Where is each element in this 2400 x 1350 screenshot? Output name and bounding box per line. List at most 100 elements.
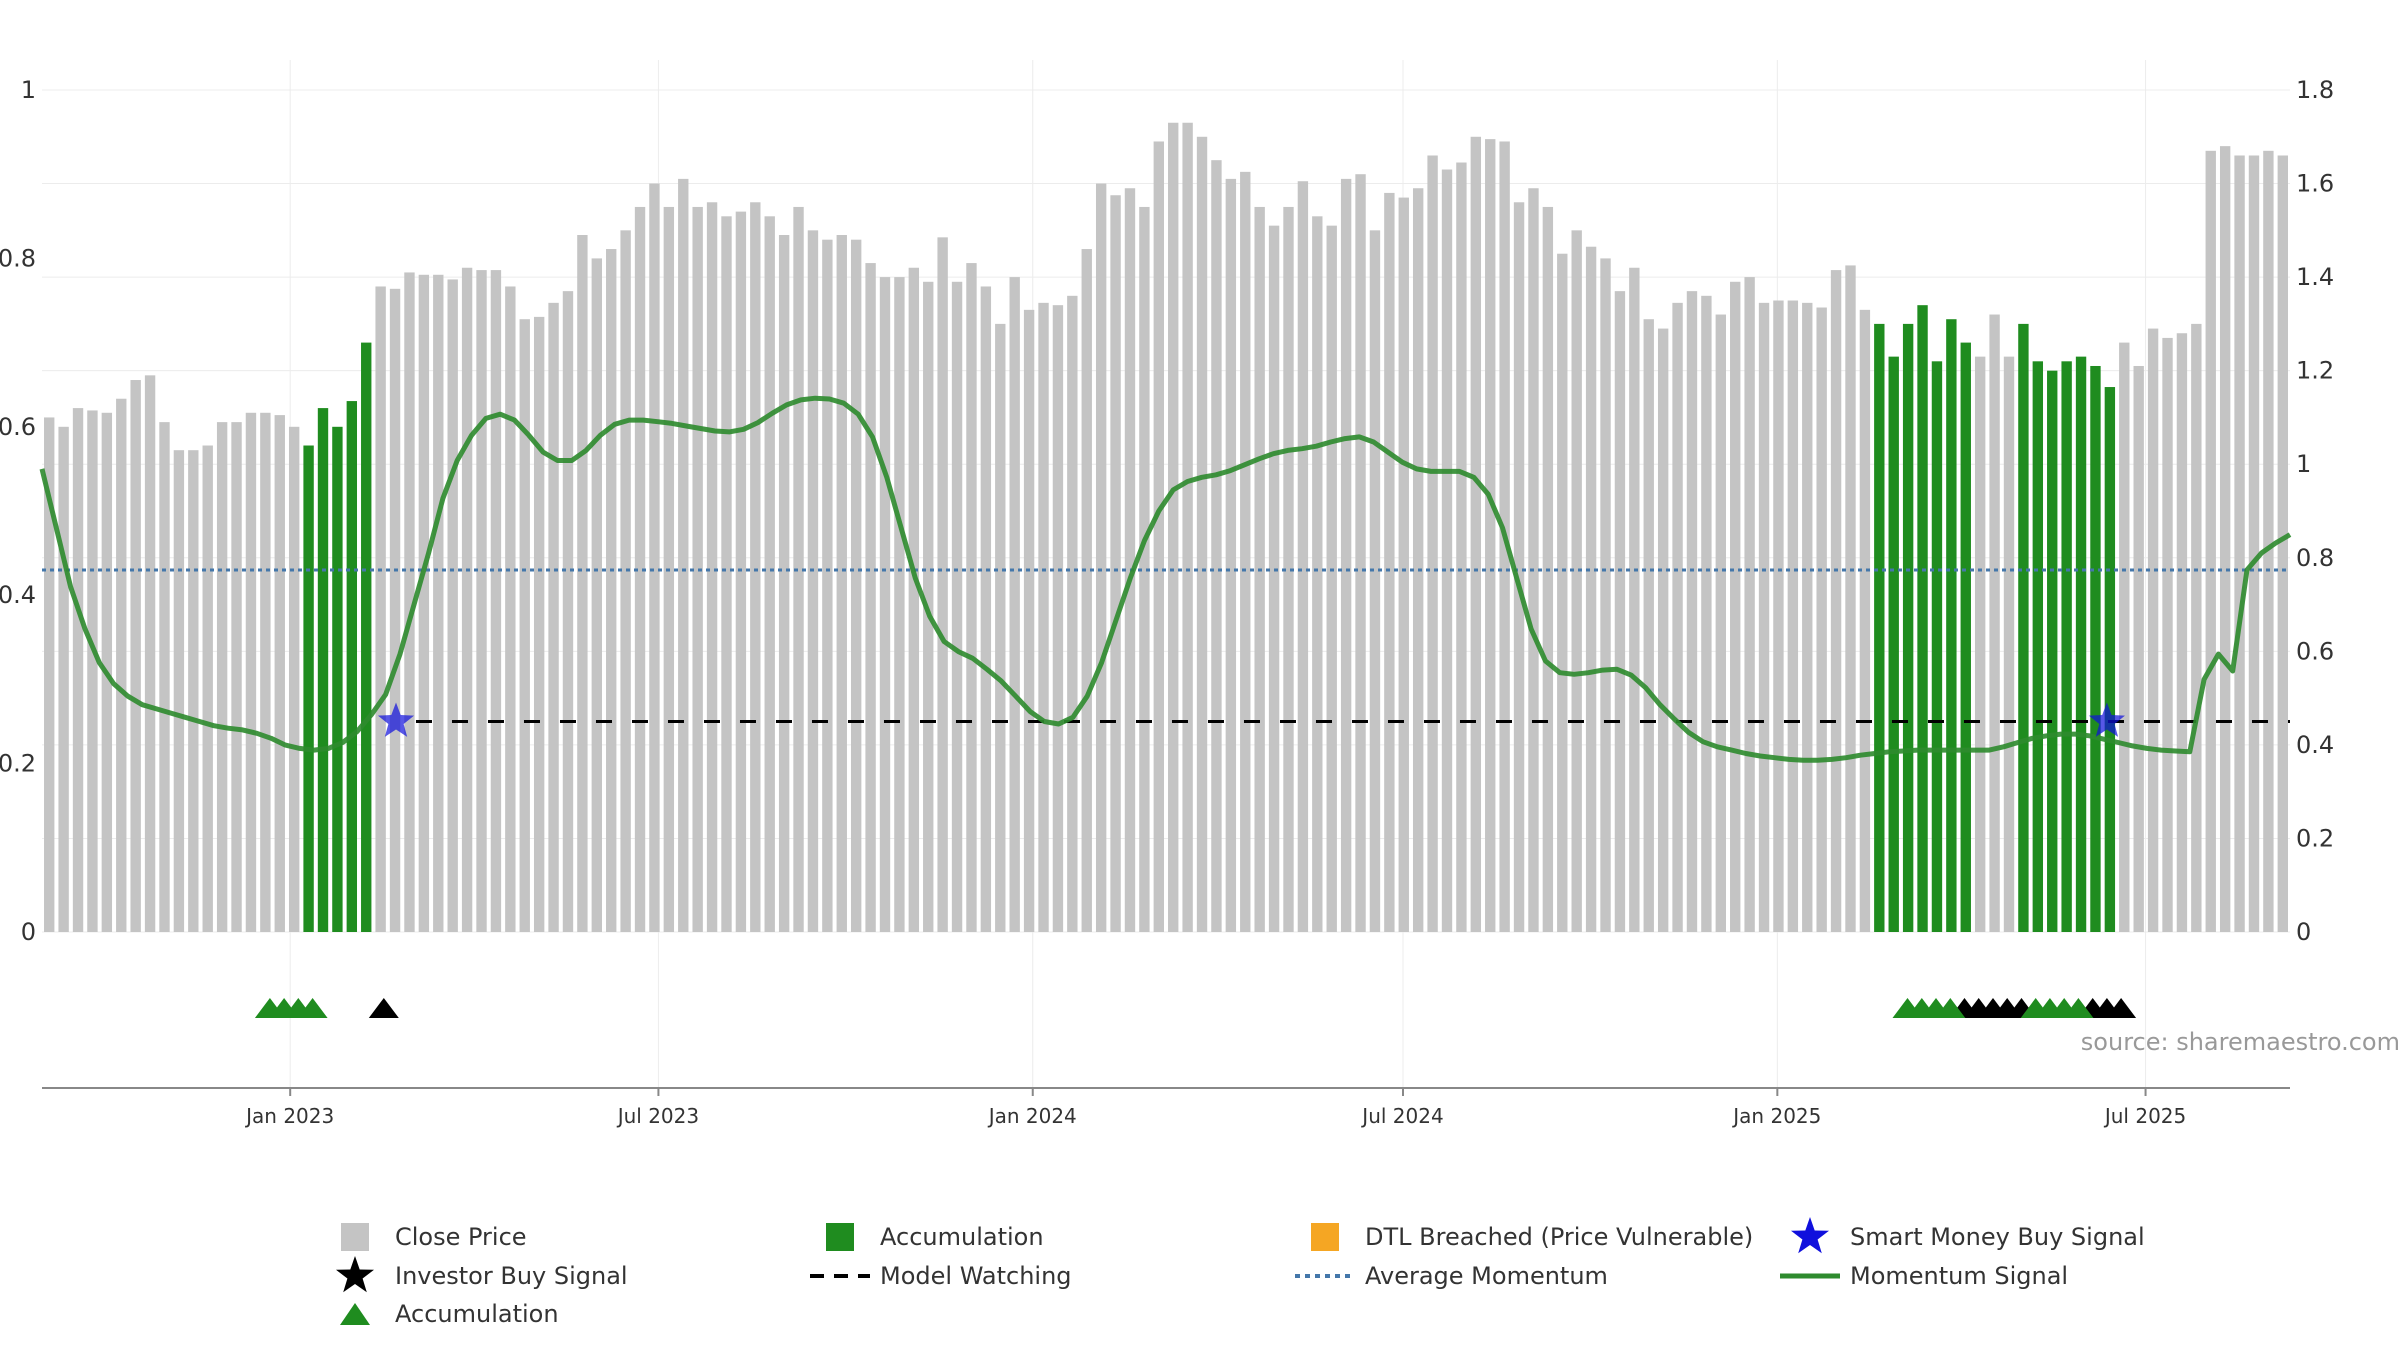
close-price-bar [649,183,660,932]
close-price-bar [476,270,487,933]
legend-accumulation-bar-swatch [826,1223,854,1251]
investor-buy-triangle [368,998,399,1018]
close-price-bar [245,412,257,932]
close-price-bar [375,286,386,933]
right-axis-tick-label: 0.2 [2296,824,2334,852]
close-price-bar [404,272,415,932]
close-price-bar [1110,195,1121,932]
close-price-bar [836,235,847,932]
close-price-bar [1686,291,1698,932]
momentum-signal-line [39,395,2292,763]
right-axis-tick-label: 0 [2296,918,2311,946]
close-price-bar [1095,183,1107,932]
legend-dtl-breached-swatch [1311,1223,1339,1251]
close-price-bar [389,288,401,932]
close-price-bar [750,202,761,932]
close-price-bar [2219,146,2231,932]
close-price-bar [2277,155,2288,933]
accumulation-bar [2018,323,2029,932]
accumulation-bar [361,342,372,933]
accumulation-bar [332,426,343,932]
close-price-bar [1038,302,1049,933]
close-price-bar [274,415,285,932]
legend-dtl-breached-label: DTL Breached (Price Vulnerable) [1365,1223,1753,1251]
x-axis-tick-label: Jul 2024 [1360,1104,1443,1128]
close-price-bar [591,258,602,932]
close-price-bar [1023,309,1035,932]
legend-average-momentum-label: Average Momentum [1365,1262,1608,1290]
accumulation-bar [1888,356,1899,932]
left-axis-tick-label: 0.8 [0,244,36,272]
left-axis-tick-label: 0.2 [0,750,36,778]
close-price-bar [1528,188,1539,933]
close-price-bar [1124,188,1136,933]
close-price-bar [72,408,84,933]
close-price-bar [1196,136,1208,932]
close-price-bar [577,235,588,932]
right-axis-tick-label: 0.8 [2296,544,2334,572]
smart-money-buy-star [2088,702,2125,737]
close-price-bar [418,274,430,932]
close-price-bar [202,445,213,932]
accumulation-bar [2075,356,2087,932]
close-price-bar [2119,342,2130,933]
x-axis-tick-label: Jul 2025 [2103,1104,2186,1128]
close-price-bar [533,316,545,932]
accumulation-bar [1902,323,1914,932]
close-price-bar [807,230,819,932]
close-price-bar [606,249,617,933]
close-price-bar [1268,225,1280,932]
right-axis-tick-label: 1.8 [2296,76,2334,104]
accumulation-bar [1946,319,1957,933]
left-axis-tick-label: 0.4 [0,581,36,609]
close-price-bar [908,267,920,932]
close-price-bar [433,274,444,932]
right-axis-tick-label: 0.6 [2296,637,2334,665]
right-axis-tick-label: 1.6 [2296,170,2334,198]
legend-close-price-label: Close Price [395,1223,527,1251]
close-price-bar [2162,337,2173,932]
close-price-bar [1485,139,1496,932]
close-price-bar [1312,216,1323,933]
close-price-bar [937,237,948,933]
close-price-bar [995,323,1006,932]
close-price-bar [721,216,732,933]
source-label: source: sharemaestro.com [2081,1028,2400,1056]
close-price-bar [260,412,271,932]
legend-model-watching-label: Model Watching [880,1262,1072,1290]
close-price-bar [1859,309,1871,932]
close-price-bar [706,202,718,932]
close-price-bar [865,263,876,933]
close-price-bar [1081,249,1092,933]
accumulation-bar [1917,305,1928,932]
x-axis-tick-label: Jul 2023 [616,1104,699,1128]
close-price-bar [1830,270,1842,933]
close-price-bar [1672,302,1683,933]
close-price-bar [1456,162,1467,932]
close-price-bar [1629,267,1640,932]
close-price-bar [678,178,689,932]
close-price-bar [1715,314,1726,932]
close-price-bar [2176,333,2188,932]
close-price-bar [692,206,703,932]
legend-accumulation-bar-label: Accumulation [880,1223,1044,1251]
close-price-bar [1730,281,1741,932]
close-price-bar [634,206,646,932]
accumulation-bar [2032,361,2044,932]
close-price-bar [735,211,747,932]
close-price-bar [1052,305,1064,932]
legend-smart-money-label: Smart Money Buy Signal [1850,1223,2145,1251]
close-price-bar [1297,181,1309,933]
accumulation-triangle [1935,998,1966,1018]
close-price-bar [1398,197,1409,933]
close-price-bar [490,270,502,933]
close-price-bar [1989,314,2000,932]
close-price-bar [116,398,127,933]
left-axis-tick-label: 1 [21,76,36,104]
x-axis-tick-label: Jan 2023 [244,1104,334,1128]
close-price-bar [850,239,862,932]
close-price-bar [1009,277,1020,932]
close-price-bar [2234,155,2245,933]
right-axis-tick-label: 1.2 [2296,357,2334,385]
accumulation-bar [346,401,358,932]
